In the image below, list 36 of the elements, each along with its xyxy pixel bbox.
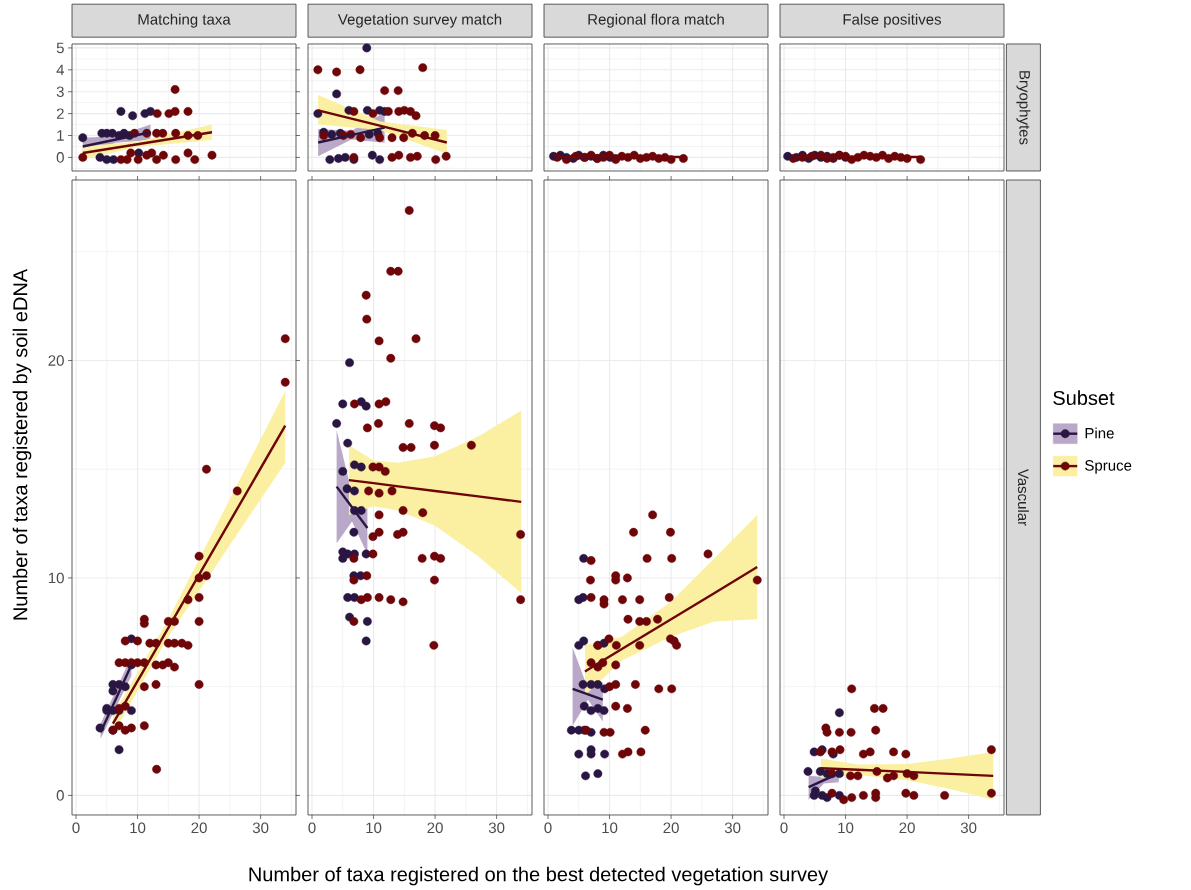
x-tick-label: 10 — [366, 822, 382, 834]
y-tick-label: 2 — [56, 108, 64, 119]
x-tick-label: 0 — [72, 822, 80, 834]
y-tick-label: 5 — [56, 42, 64, 54]
x-tick-label: 10 — [602, 822, 618, 834]
x-tick-label: 0 — [308, 822, 316, 834]
x-tick-label: 20 — [427, 822, 443, 834]
legend-label: Pine — [1085, 427, 1114, 439]
x-tick-label: 20 — [663, 822, 679, 834]
x-tick-label: 20 — [899, 822, 915, 834]
x-tick-label: 30 — [960, 822, 977, 834]
y-axis-title: Number of taxa registered by soil eDNA — [12, 268, 32, 620]
y-tick-label: 20 — [48, 355, 64, 366]
chart-title: Matching taxa — [138, 13, 231, 28]
y-tick-label: 3 — [56, 86, 64, 98]
y-tick-label: 0 — [56, 152, 64, 163]
y-tick-label: 4 — [56, 64, 65, 75]
legend-label: Spruce — [1085, 460, 1132, 474]
x-tick-label: 0 — [780, 822, 788, 834]
x-tick-label: 30 — [724, 822, 741, 834]
x-tick-label: 10 — [130, 822, 146, 834]
y-tick-label: 10 — [48, 572, 64, 584]
x-axis-title: Number of taxa registered on the best detected vegetation survey — [249, 866, 829, 886]
chart-title: Vegetation survey match — [337, 13, 502, 28]
x-tick-label: 30 — [488, 822, 505, 834]
x-tick-label: 30 — [252, 822, 269, 834]
x-tick-label: 10 — [838, 822, 854, 834]
x-tick-label: 0 — [544, 822, 552, 834]
chart-title: Regional flora match — [588, 13, 724, 28]
text: Bryophytes — [1016, 71, 1031, 145]
y-tick-label: 1 — [57, 130, 64, 141]
y-tick-label: 0 — [56, 790, 64, 801]
x-tick-label: 20 — [191, 822, 207, 834]
text: Vascular — [1017, 468, 1029, 526]
legend-title: Subset — [1053, 390, 1115, 406]
chart-title: False positives — [843, 13, 942, 28]
